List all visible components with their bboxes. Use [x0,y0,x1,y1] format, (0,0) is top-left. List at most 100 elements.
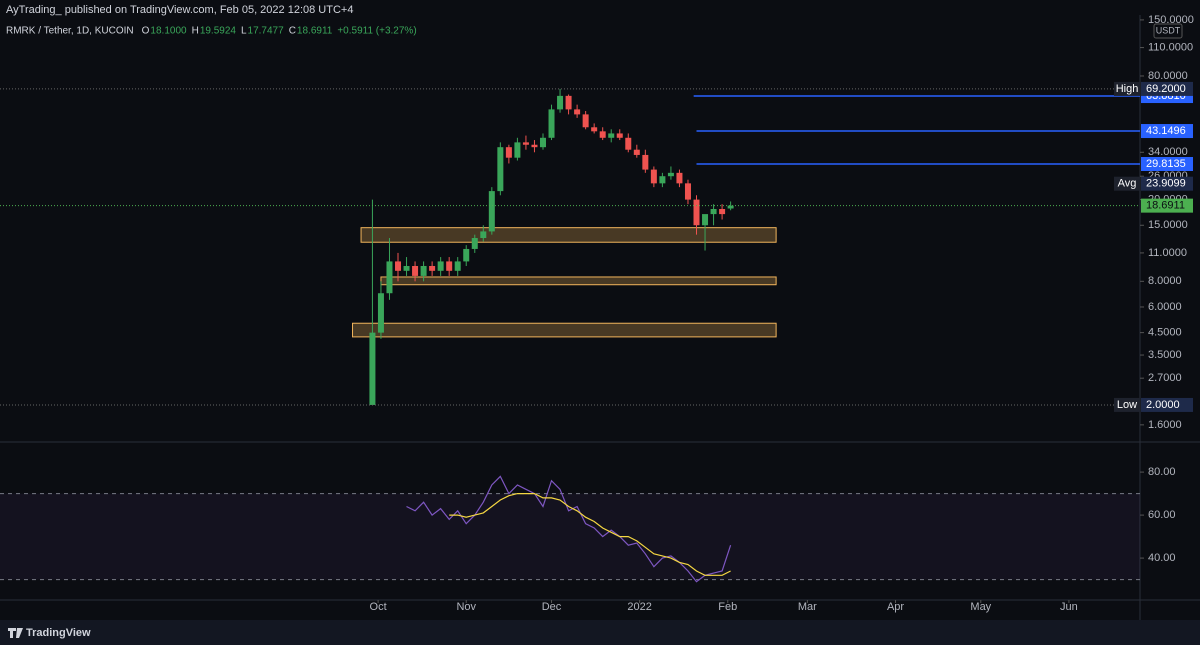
ohlc-value: 18.6911 [297,26,333,37]
ohlc-value: 17.7477 [248,26,285,37]
candle-body [608,133,615,138]
ohlc-key: L [241,26,247,37]
y-tick-label: 8.0000 [1148,275,1182,287]
rsi-band [0,493,1140,580]
candle-body [719,209,726,215]
x-tick-label: Feb [718,601,737,613]
candle-body [403,265,410,271]
candle-body [633,149,640,155]
x-tick-label: Apr [887,601,904,613]
y-tick-label: 1.6000 [1148,419,1182,431]
price-label-box [1141,397,1193,412]
x-tick-label: 2022 [627,601,651,613]
candle-body [437,261,444,271]
logo [8,628,23,638]
price-tag: Low [1117,399,1137,411]
price-tag-box [1114,397,1140,412]
candle-body [650,169,657,184]
x-tick-label: Dec [542,601,562,613]
brand: TradingView [26,627,91,639]
ohlc-key: O [142,26,150,37]
support-zone [360,227,777,243]
candle-body [429,265,436,271]
candle-body [659,176,666,184]
rsi-tick-label: 40.00 [1148,552,1176,564]
x-tick-label: Oct [370,601,387,613]
footer-bar [0,620,1200,645]
candle-body [565,95,572,110]
candle-body [488,191,495,232]
candle-body [539,137,546,148]
rsi-tick-label: 80.00 [1148,466,1176,478]
candle-body [369,332,376,405]
candle-body [676,172,683,184]
support-zone [352,322,777,338]
candle-body [710,209,717,215]
candle-body [505,147,512,158]
ohlc-value: 19.5924 [200,26,237,37]
candle-body [667,172,674,177]
candle-body [574,109,581,115]
y-tick-label: 3.5000 [1148,349,1182,361]
x-tick-label: Jun [1060,601,1078,613]
price-label: 18.6911 [1146,200,1185,212]
y-tick-label: 2.7000 [1148,372,1182,384]
rsi-line [449,493,731,576]
candle-body [693,199,700,226]
candle-body [497,147,504,192]
candle-body [522,142,529,145]
level-label-box [1141,124,1193,139]
candle-body [412,265,419,276]
rsi-tick-label: 60.00 [1148,509,1176,521]
price-label: 23.9099 [1146,178,1186,190]
y-tick-label: 34.0000 [1148,146,1188,158]
published-line: AyTrading_ published on TradingView.com,… [6,4,353,16]
price-label-box [1141,176,1193,191]
candle-body [599,131,606,138]
level-label: 29.8135 [1146,158,1186,170]
ohlc-key: C [289,26,296,37]
y-tick-label: 4.5000 [1148,327,1182,339]
y-tick-label: 110.0000 [1148,41,1193,53]
price-tag: High [1116,83,1139,95]
price-label: 2.0000 [1146,399,1180,411]
candle-body [557,95,564,110]
candle-body [471,238,478,249]
ohlc-value: 18.1000 [150,26,187,37]
candle-body [684,183,691,200]
candle-body [454,261,461,271]
candle-body [591,127,598,132]
price-label: 69.2000 [1146,83,1186,95]
candle-body [377,293,384,333]
candle-body [480,231,487,239]
change: +0.5911 (+3.27%) [337,26,416,37]
support-zone [380,276,777,286]
candle-body [625,137,632,150]
candle-body [514,142,521,158]
y-tick-label: 11.0000 [1148,247,1187,259]
price-tag-box [1114,176,1140,191]
y-tick-label: 150.0000 [1148,14,1194,26]
ohlc-key: H [192,26,199,37]
x-tick-label: Mar [798,601,817,613]
candle-body [395,261,402,271]
price-tag-box [1114,81,1140,96]
candle-body [702,214,709,226]
candle-body [463,248,470,262]
x-tick-label: Nov [456,601,476,613]
currency: USDT [1156,25,1181,35]
candle-body [642,154,649,170]
level-label: 43.1496 [1146,125,1186,137]
candle-body [386,261,393,294]
y-tick-label: 6.0000 [1148,301,1182,313]
candle-body [727,205,734,209]
price-tag: Avg [1118,178,1137,190]
x-tick-label: May [970,601,991,613]
candle-body [446,261,453,271]
y-tick-label: 80.0000 [1148,70,1188,82]
symbol: RMRK / Tether, 1D, KUCOIN [6,26,134,37]
candle-body [616,133,623,138]
candle-body [531,144,538,148]
